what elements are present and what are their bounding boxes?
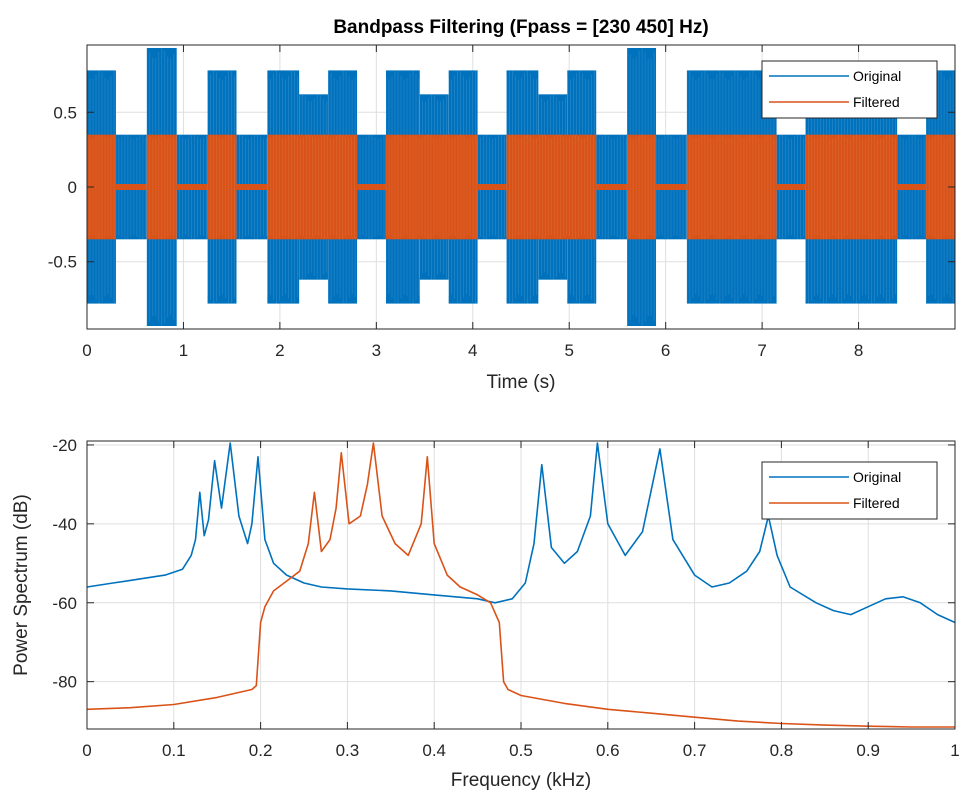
legend: Original Filtered [761,461,938,520]
time-domain-axes: 0 1 2 3 4 5 6 7 8 -0.5 0 0.5 Bandpass Filtering (F… [48,17,956,393]
y-tick-label: 0.5 [53,103,77,122]
signal-segment [805,134,898,240]
signal-segment [267,134,358,240]
x-tick-label: 0.7 [683,741,707,760]
legend-label-filtered: Filtered [853,94,900,110]
tick-marks [86,441,956,729]
series-filtered [86,134,955,240]
x-tick-label: 0.1 [162,741,186,760]
signal-segment [207,134,237,240]
x-tick-label: 0 [82,341,91,360]
signal-texture [626,134,655,240]
series-group [86,47,955,327]
signal-segment [357,184,386,190]
legend-box [761,60,938,119]
signal-segment [776,184,806,190]
x-tick-label: 0.6 [596,741,620,760]
y-axis-label: Power Spectrum (dB) [11,494,32,676]
x-tick-label: 1 [179,341,188,360]
series-group [86,442,956,728]
x-tick-label: 0.2 [249,741,273,760]
legend: Original Filtered [761,60,938,119]
frequency-domain-axes: 0 0.1 0.2 0.3 0.4 0.5 0.6 0.7 0.8 0.9 1 -80-60-40-… [11,436,960,791]
x-tick-label: 0.4 [422,741,446,760]
x-tick-label: 6 [661,341,670,360]
legend-label-filtered: Filtered [853,495,900,511]
y-tick-label: -40 [52,515,77,534]
signal-texture [267,134,355,240]
signal-segment [656,184,687,190]
y-tick-label: -20 [52,436,77,455]
x-tick-label: 8 [854,341,863,360]
series-line-original [86,442,956,624]
signal-segment [686,134,777,240]
y-tick-labels: -0.5 0 0.5 [48,103,77,271]
signal-segment [146,134,177,240]
signal-segment [627,134,657,240]
x-tick-labels: 0 1 2 3 4 5 6 7 8 [82,341,863,360]
x-tick-label: 7 [757,341,766,360]
y-tick-label: 0 [68,178,77,197]
y-tick-label: -0.5 [48,253,77,272]
x-tick-label: 4 [468,341,477,360]
x-axis-label: Time (s) [487,372,556,393]
chart-title: Bandpass Filtering (Fpass = [230 450] Hz… [333,17,708,38]
x-tick-label: 2 [275,341,284,360]
x-tick-labels: 0 0.1 0.2 0.3 0.4 0.5 0.6 0.7 0.8 0.9 1 [82,741,959,760]
x-tick-label: 3 [372,341,381,360]
legend-label-original: Original [853,469,901,485]
signal-segment [115,184,147,190]
signal-texture [805,134,896,240]
x-tick-label: 1 [950,741,959,760]
tick-marks [86,45,955,329]
signal-segment [897,184,927,190]
signal-texture [385,134,477,240]
signal-texture [686,134,775,240]
signal-segment [176,184,208,190]
x-tick-label: 0.3 [336,741,360,760]
x-axis-label: Frequency (kHz) [451,770,591,791]
signal-texture [146,134,175,240]
signal-texture [207,134,235,240]
y-tick-label: -80 [52,673,77,692]
y-tick-label: -60 [52,594,77,613]
x-tick-label: 0.5 [509,741,533,760]
legend-box [761,461,938,520]
x-tick-label: 0 [82,741,91,760]
x-tick-label: 0.9 [856,741,880,760]
x-tick-label: 5 [564,341,573,360]
legend-label-original: Original [853,68,901,84]
series-line-filtered [86,442,955,728]
signal-segment [385,134,478,240]
signal-segment [596,184,628,190]
signal-segment [506,134,597,240]
signal-segment [236,184,268,190]
y-tick-labels: -80 -60 -40 -20 [52,436,77,692]
signal-segment [477,184,507,190]
signal-texture [506,134,594,240]
x-tick-label: 0.8 [770,741,794,760]
